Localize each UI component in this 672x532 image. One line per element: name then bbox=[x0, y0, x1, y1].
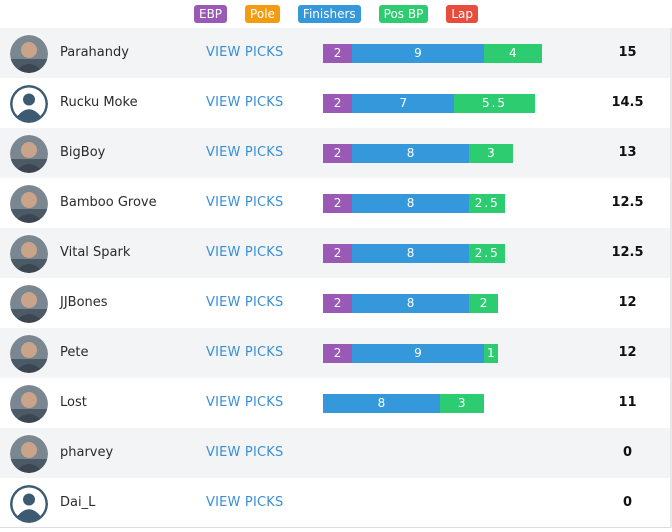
bar-segment-ebp: 2 bbox=[323, 294, 353, 313]
bar-segment-finishers: 7 bbox=[352, 94, 455, 113]
avatar-icon bbox=[10, 185, 48, 223]
table-row: Vital Spark VIEW PICKS 2 8 2.5 12.5 bbox=[0, 228, 670, 278]
bar-segment-ebp: 2 bbox=[323, 94, 353, 113]
bar-segment-ebp: 2 bbox=[323, 44, 353, 63]
avatar-icon bbox=[10, 385, 48, 423]
table-row: Pete VIEW PICKS 2 9 1 12 bbox=[0, 328, 670, 378]
total-score: 15 bbox=[618, 45, 637, 60]
legend-lap: Lap bbox=[446, 5, 478, 23]
total-score: 12.5 bbox=[611, 245, 644, 260]
bar-segment-ebp: 2 bbox=[323, 244, 353, 263]
points-breakdown-bar: 2 7 5.5 bbox=[323, 94, 535, 113]
table-row: Bamboo Grove VIEW PICKS 2 8 2.5 12.5 bbox=[0, 178, 670, 228]
bar-segment-finishers: 8 bbox=[323, 394, 440, 413]
table-row: Lost VIEW PICKS 8 3 11 bbox=[0, 378, 670, 428]
total-score: 0 bbox=[622, 495, 633, 510]
total-score: 12 bbox=[618, 345, 637, 360]
bar-segment-pos-bp: 2.5 bbox=[468, 244, 506, 263]
bar-segment-pos-bp: 3 bbox=[439, 394, 484, 413]
points-breakdown-bar: 2 8 2.5 bbox=[323, 194, 506, 213]
legend-finishers: Finishers bbox=[297, 5, 361, 23]
table-row: Rucku Moke VIEW PICKS 2 7 5.5 14.5 bbox=[0, 78, 670, 128]
bar-segment-finishers: 8 bbox=[352, 244, 469, 263]
bar-segment-pos-bp: 5.5 bbox=[454, 94, 535, 113]
avatar-icon bbox=[10, 135, 48, 173]
view-picks-link[interactable]: VIEW PICKS bbox=[206, 295, 284, 310]
total-score: 0 bbox=[622, 445, 633, 460]
bar-segment-finishers: 9 bbox=[352, 344, 484, 363]
player-name: JJBones bbox=[60, 295, 108, 310]
table-bottom-border bbox=[0, 527, 670, 528]
table-row: BigBoy VIEW PICKS 2 8 3 13 bbox=[0, 128, 670, 178]
bar-segment-ebp: 2 bbox=[323, 144, 353, 163]
bar-segment-pos-bp: 2 bbox=[468, 294, 499, 313]
leaderboard-table: Parahandy VIEW PICKS 2 9 4 15 Rucku Moke VIEW P… bbox=[0, 28, 672, 528]
view-picks-link[interactable]: VIEW PICKS bbox=[206, 395, 284, 410]
table-row: Parahandy VIEW PICKS 2 9 4 15 bbox=[0, 28, 670, 78]
player-name: pharvey bbox=[60, 445, 114, 460]
legend-pole: Pole bbox=[245, 5, 280, 23]
table-row: pharvey VIEW PICKS 0 bbox=[0, 428, 670, 478]
legend-ebp: EBP bbox=[193, 5, 228, 23]
bar-segment-pos-bp: 3 bbox=[468, 144, 513, 163]
bar-segment-pos-bp: 1 bbox=[483, 344, 499, 363]
bar-segment-finishers: 9 bbox=[352, 44, 484, 63]
view-picks-link[interactable]: VIEW PICKS bbox=[206, 195, 284, 210]
view-picks-link[interactable]: VIEW PICKS bbox=[206, 95, 284, 110]
bar-segment-finishers: 8 bbox=[352, 144, 469, 163]
avatar-icon bbox=[10, 35, 48, 73]
bar-segment-ebp: 2 bbox=[323, 194, 353, 213]
player-name: Bamboo Grove bbox=[60, 195, 157, 210]
bar-segment-pos-bp: 4 bbox=[483, 44, 542, 63]
total-score: 13 bbox=[618, 145, 637, 160]
player-name: Pete bbox=[60, 345, 89, 360]
total-score: 11 bbox=[618, 395, 637, 410]
total-score: 14.5 bbox=[611, 95, 644, 110]
view-picks-link[interactable]: VIEW PICKS bbox=[206, 495, 284, 510]
view-picks-link[interactable]: VIEW PICKS bbox=[206, 245, 284, 260]
bar-segment-ebp: 2 bbox=[323, 344, 353, 363]
bar-segment-pos-bp: 2.5 bbox=[468, 194, 506, 213]
avatar-icon bbox=[10, 485, 48, 523]
player-name: Parahandy bbox=[60, 45, 129, 60]
bar-segment-finishers: 8 bbox=[352, 294, 469, 313]
table-row: Dai_L VIEW PICKS 0 bbox=[0, 478, 670, 528]
legend: EBP Pole Finishers Pos BP Lap bbox=[0, 0, 672, 28]
bar-segment-finishers: 8 bbox=[352, 194, 469, 213]
view-picks-link[interactable]: VIEW PICKS bbox=[206, 445, 284, 460]
player-name: BigBoy bbox=[60, 145, 106, 160]
points-breakdown-bar: 2 8 2.5 bbox=[323, 244, 506, 263]
avatar-icon bbox=[10, 285, 48, 323]
avatar-icon bbox=[10, 335, 48, 373]
player-name: Rucku Moke bbox=[60, 95, 138, 110]
player-name: Dai_L bbox=[60, 495, 96, 510]
avatar-icon bbox=[10, 235, 48, 273]
view-picks-link[interactable]: VIEW PICKS bbox=[206, 45, 284, 60]
total-score: 12.5 bbox=[611, 195, 644, 210]
player-name: Lost bbox=[60, 395, 87, 410]
avatar-icon bbox=[10, 85, 48, 123]
legend-pos-bp: Pos BP bbox=[378, 5, 429, 23]
view-picks-link[interactable]: VIEW PICKS bbox=[206, 345, 284, 360]
player-name: Vital Spark bbox=[60, 245, 131, 260]
view-picks-link[interactable]: VIEW PICKS bbox=[206, 145, 284, 160]
total-score: 12 bbox=[618, 295, 637, 310]
table-row: JJBones VIEW PICKS 2 8 2 12 bbox=[0, 278, 670, 328]
avatar-icon bbox=[10, 435, 48, 473]
